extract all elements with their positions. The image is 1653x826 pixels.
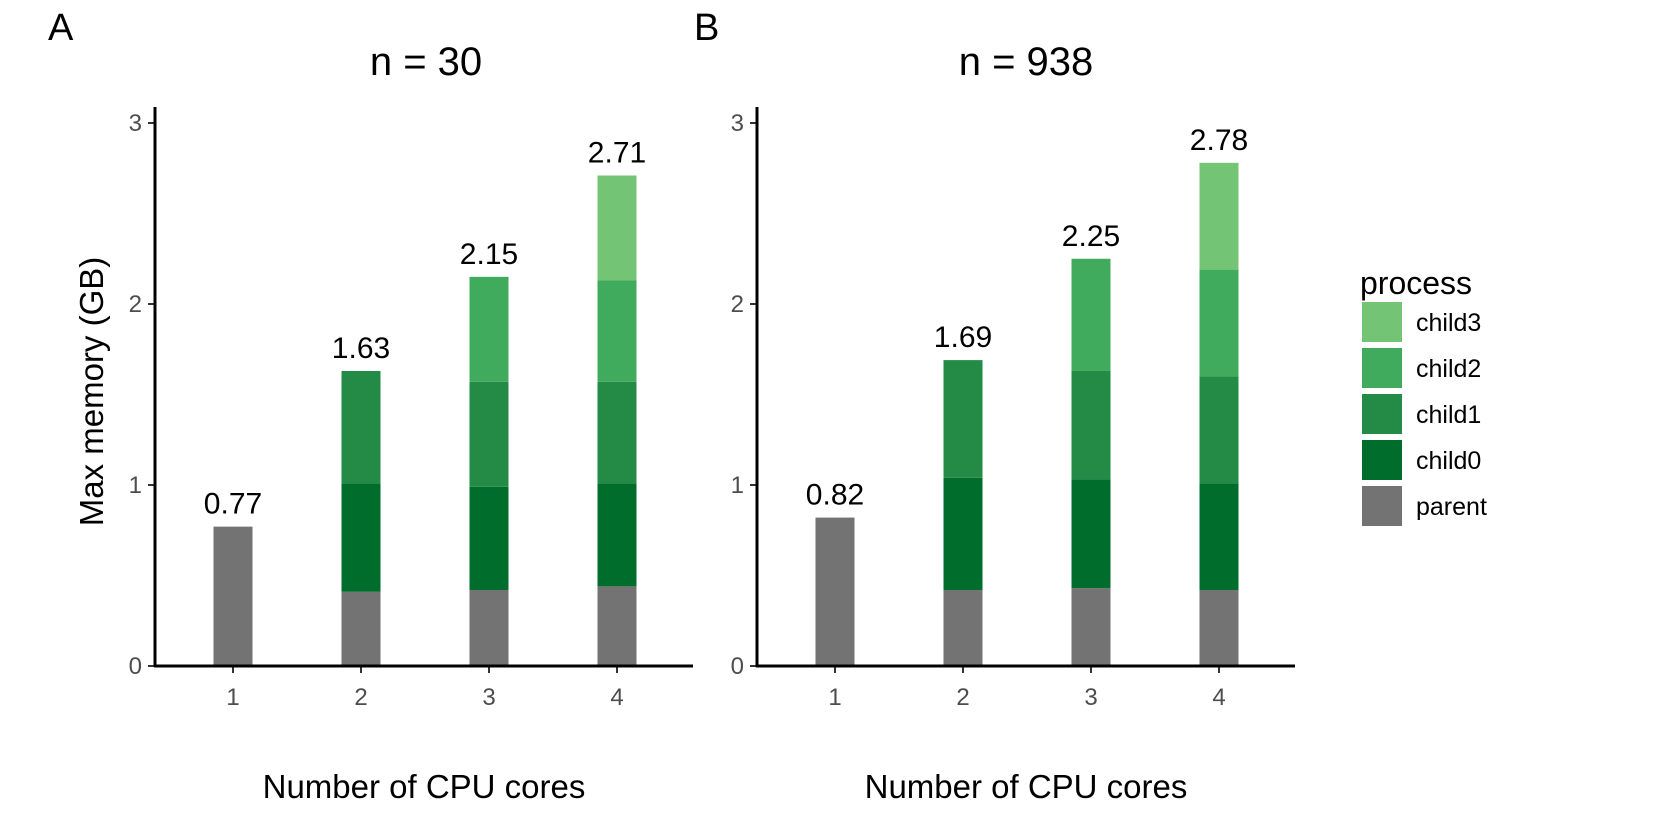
y-tick-label: 0	[731, 653, 744, 680]
x-tick-label: 3	[1084, 684, 1097, 711]
bar-segment-child0	[943, 477, 983, 590]
bar-segment-parent	[943, 589, 983, 666]
panel-tag: B	[694, 7, 719, 49]
legend-swatch-child0	[1362, 440, 1402, 480]
bar-segment-parent	[815, 517, 855, 666]
bar-segment-child1	[469, 381, 509, 487]
total-label: 1.63	[332, 332, 390, 365]
y-tick-label: 3	[129, 110, 142, 137]
bar-segment-child3	[1199, 162, 1239, 270]
legend-label-child2: child2	[1416, 355, 1481, 383]
panel-title: n = 30	[370, 40, 482, 84]
legend-label-child3: child3	[1416, 309, 1481, 337]
x-tick-label: 1	[828, 684, 841, 711]
x-axis-title: Number of CPU cores	[263, 768, 586, 805]
legend-swatch-child2	[1362, 348, 1402, 388]
legend-swatch-parent	[1362, 486, 1402, 526]
y-tick-label: 1	[731, 472, 744, 499]
x-tick-label: 2	[354, 684, 367, 711]
bar-segment-child1	[943, 360, 983, 478]
legend-swatch-child1	[1362, 394, 1402, 434]
panel-title: n = 938	[959, 40, 1094, 84]
legend-label-child1: child1	[1416, 401, 1481, 429]
bar-segment-child1	[341, 370, 381, 484]
y-axis-title: Max memory (GB)	[73, 257, 110, 527]
legend: process child3 child2 child1 child0 parent	[1360, 265, 1487, 526]
bar-segment-parent	[341, 591, 381, 666]
legend-swatch-child3	[1362, 302, 1402, 342]
y-tick-label: 1	[129, 472, 142, 499]
x-tick-label: 2	[956, 684, 969, 711]
bar-segment-child1	[1199, 376, 1239, 484]
legend-label-parent: parent	[1416, 493, 1487, 521]
bar-segment-child0	[341, 483, 381, 592]
y-tick-label: 2	[731, 291, 744, 318]
y-tick-label: 0	[129, 653, 142, 680]
panel-b: Bn = 938 0 1 2 3 0.82 1 1.69 2 2.25 3 2.78 4 Number o…	[694, 7, 1295, 805]
bar-segment-child0	[469, 486, 509, 590]
bar-segment-child2	[1071, 258, 1111, 371]
panel-tag: A	[48, 7, 74, 49]
legend-title: process	[1360, 265, 1472, 301]
bar-segment-child0	[1199, 483, 1239, 590]
bar-segment-parent	[1199, 589, 1239, 666]
bar-segment-child0	[597, 483, 637, 587]
bar-segment-parent	[1071, 588, 1111, 666]
x-tick-label: 4	[1212, 684, 1225, 711]
x-tick-label: 1	[226, 684, 239, 711]
bar-segment-child3	[597, 175, 637, 281]
bar-segment-parent	[213, 526, 253, 666]
bar-segment-parent	[469, 589, 509, 666]
total-label: 2.25	[1062, 220, 1120, 253]
y-tick-label: 3	[731, 110, 744, 137]
bar-segment-child2	[597, 280, 637, 382]
total-label: 2.78	[1190, 124, 1248, 157]
y-tick-label: 2	[129, 291, 142, 318]
panel-a: An = 30 0 1 2 3 0.77 1 1.63 2 2.15 3 2.71 4 Number of…	[48, 7, 693, 805]
bar-segment-parent	[597, 586, 637, 666]
bar-segment-child2	[1199, 269, 1239, 377]
x-tick-label: 4	[610, 684, 623, 711]
x-axis-title: Number of CPU cores	[865, 768, 1188, 805]
total-label: 0.82	[806, 479, 864, 512]
total-label: 2.15	[460, 238, 518, 271]
total-label: 1.69	[934, 321, 992, 354]
total-label: 0.77	[204, 488, 262, 521]
bar-segment-child1	[597, 381, 637, 484]
legend-label-child0: child0	[1416, 447, 1481, 475]
total-label: 2.71	[588, 136, 646, 169]
bar-segment-child0	[1071, 479, 1111, 589]
x-tick-label: 3	[482, 684, 495, 711]
bar-segment-child1	[1071, 370, 1111, 480]
bar-segment-child2	[469, 276, 509, 382]
